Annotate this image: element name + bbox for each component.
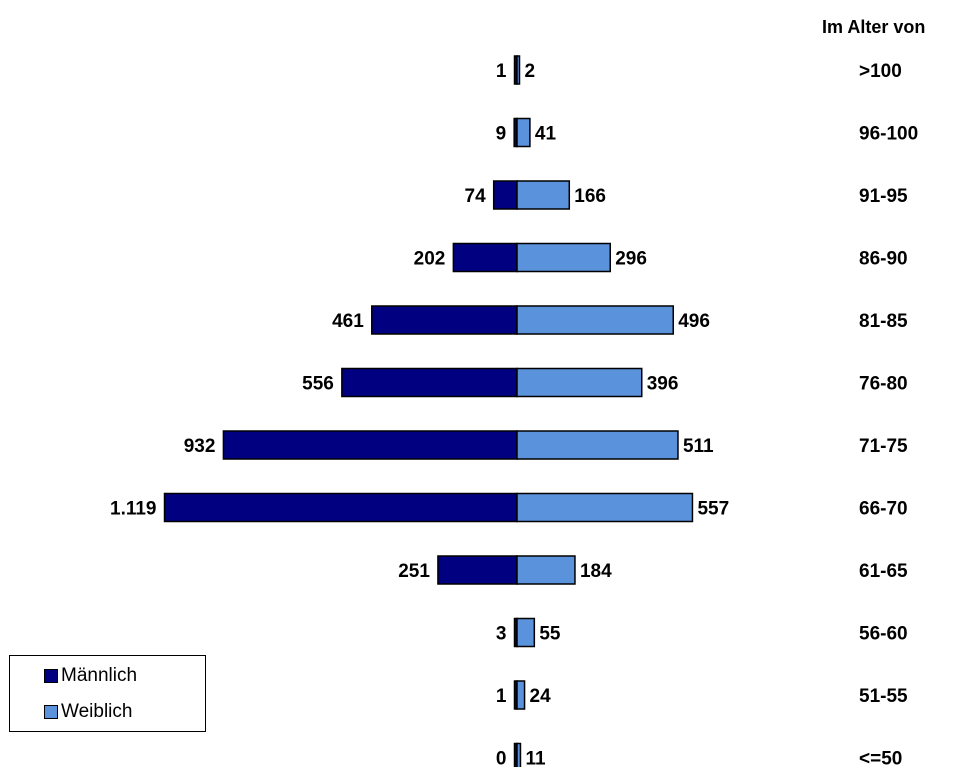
legend-item-female: Weiblich (44, 701, 132, 723)
bar-male-71-75 (222, 430, 518, 460)
legend-swatch-male (44, 669, 58, 683)
value-label-male->100: 1 (496, 61, 507, 82)
value-label-male-96-100: 9 (496, 124, 507, 145)
value-label-male-76-80: 556 (302, 374, 334, 395)
value-label-female-71-75: 511 (683, 436, 714, 457)
category-label->100: >100 (859, 61, 902, 82)
legend-label-female: Weiblich (61, 701, 133, 722)
bar-female-81-85 (516, 305, 674, 335)
value-label-male-<=50: 0 (496, 749, 507, 767)
value-label-female->100: 2 (525, 61, 536, 82)
value-label-female-61-65: 184 (580, 561, 612, 582)
value-label-male-81-85: 461 (332, 311, 364, 332)
category-label-61-65: 61-65 (859, 561, 908, 582)
bar-female->100 (516, 55, 521, 85)
bar-female-96-100 (516, 117, 531, 148)
bar-female-86-90 (516, 242, 611, 273)
legend-label-male: Männlich (61, 665, 138, 686)
value-label-female-<=50: 11 (525, 749, 546, 767)
value-label-male-66-70: 1.119 (110, 499, 157, 520)
value-label-female-91-95: 166 (574, 186, 606, 207)
category-label-51-55: 51-55 (859, 686, 908, 707)
bar-female-71-75 (516, 430, 679, 460)
value-label-female-86-90: 296 (615, 249, 647, 270)
category-label-81-85: 81-85 (859, 311, 908, 332)
legend-swatch-female (44, 705, 58, 719)
bar-female-91-95 (516, 180, 571, 210)
bar-female-61-65 (516, 555, 576, 585)
category-label-86-90: 86-90 (859, 249, 908, 270)
bar-male-91-95 (492, 180, 518, 210)
bar-male-76-80 (341, 367, 518, 398)
bar-female-76-80 (516, 367, 643, 398)
value-label-female-96-100: 41 (535, 124, 557, 145)
category-label-<=50: <=50 (859, 749, 902, 767)
value-label-female-56-60: 55 (539, 624, 561, 645)
value-label-male-86-90: 202 (414, 249, 446, 270)
bar-male-66-70 (163, 492, 518, 523)
category-label-71-75: 71-75 (859, 436, 908, 457)
value-label-male-61-65: 251 (398, 561, 430, 582)
category-label-56-60: 56-60 (859, 624, 908, 645)
legend-item-male: Männlich (44, 665, 137, 687)
category-label-76-80: 76-80 (859, 374, 908, 395)
bar-male-81-85 (371, 305, 518, 335)
value-label-male-91-95: 74 (465, 186, 487, 207)
category-label-91-95: 91-95 (859, 186, 908, 207)
value-label-female-76-80: 396 (647, 374, 679, 395)
age-axis-title: Im Alter von (822, 17, 925, 37)
value-label-male-56-60: 3 (496, 624, 507, 645)
value-label-male-71-75: 932 (184, 436, 216, 457)
legend: Männlich Weiblich (9, 655, 206, 732)
bars-group (163, 55, 694, 767)
bar-male-86-90 (452, 242, 518, 273)
category-label-66-70: 66-70 (859, 499, 908, 520)
category-label-96-100: 96-100 (859, 124, 918, 145)
value-label-male-51-55: 1 (496, 686, 507, 707)
bar-female-51-55 (516, 680, 526, 710)
bar-female-<=50 (516, 742, 522, 767)
value-label-female-66-70: 557 (697, 499, 729, 520)
value-label-female-51-55: 24 (530, 686, 552, 707)
bar-female-56-60 (516, 617, 536, 648)
value-label-female-81-85: 496 (678, 311, 710, 332)
bar-female-66-70 (516, 492, 694, 523)
bar-male-61-65 (437, 555, 518, 585)
